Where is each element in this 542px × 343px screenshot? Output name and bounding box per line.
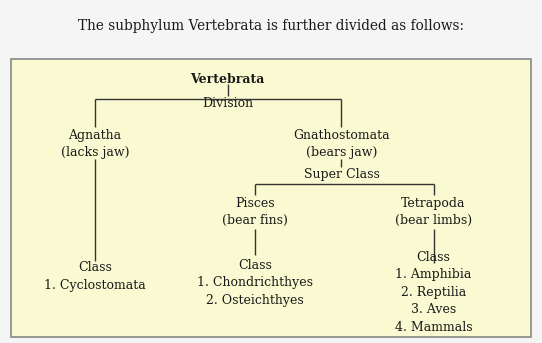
Text: Class
1. Amphibia
2. Reptilia
3. Aves
4. Mammals: Class 1. Amphibia 2. Reptilia 3. Aves 4.… bbox=[395, 251, 473, 333]
Text: Vertebrata: Vertebrata bbox=[190, 73, 265, 85]
Text: Agnatha
(lacks jaw): Agnatha (lacks jaw) bbox=[61, 129, 129, 159]
Text: Division: Division bbox=[202, 97, 253, 110]
Text: Tetrapoda
(bear limbs): Tetrapoda (bear limbs) bbox=[395, 197, 472, 227]
Text: Super Class: Super Class bbox=[304, 168, 379, 181]
Text: Class
1. Cyclostomata: Class 1. Cyclostomata bbox=[44, 261, 146, 292]
Text: Class
1. Chondrichthyes
2. Osteichthyes: Class 1. Chondrichthyes 2. Osteichthyes bbox=[197, 259, 313, 307]
Text: Pisces
(bear fins): Pisces (bear fins) bbox=[222, 197, 288, 227]
Text: Gnathostomata
(bears jaw): Gnathostomata (bears jaw) bbox=[293, 129, 390, 159]
FancyBboxPatch shape bbox=[11, 59, 531, 337]
Text: The subphylum Vertebrata is further divided as follows:: The subphylum Vertebrata is further divi… bbox=[78, 19, 464, 33]
